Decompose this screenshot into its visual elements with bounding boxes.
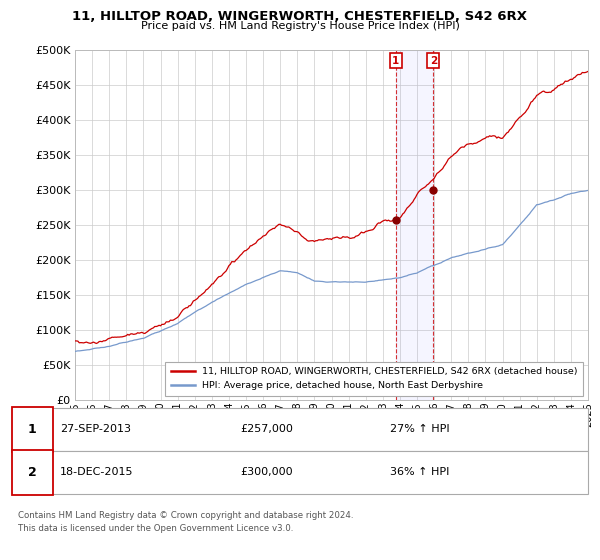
Text: Price paid vs. HM Land Registry's House Price Index (HPI): Price paid vs. HM Land Registry's House … [140, 21, 460, 31]
Text: 36% ↑ HPI: 36% ↑ HPI [390, 468, 449, 477]
Text: 27-SEP-2013: 27-SEP-2013 [60, 424, 131, 434]
Text: 2: 2 [430, 55, 437, 66]
Text: £257,000: £257,000 [240, 424, 293, 434]
Text: 2: 2 [28, 466, 37, 479]
Legend: 11, HILLTOP ROAD, WINGERWORTH, CHESTERFIELD, S42 6RX (detached house), HPI: Aver: 11, HILLTOP ROAD, WINGERWORTH, CHESTERFI… [165, 362, 583, 396]
Text: £300,000: £300,000 [240, 468, 293, 477]
Text: 18-DEC-2015: 18-DEC-2015 [60, 468, 133, 477]
Text: 1: 1 [392, 55, 399, 66]
Text: 1: 1 [28, 423, 37, 436]
Bar [395, 50, 433, 400]
Text: This data is licensed under the Open Government Licence v3.0.: This data is licensed under the Open Gov… [18, 524, 293, 533]
Text: 27% ↑ HPI: 27% ↑ HPI [390, 424, 449, 434]
Text: 11, HILLTOP ROAD, WINGERWORTH, CHESTERFIELD, S42 6RX: 11, HILLTOP ROAD, WINGERWORTH, CHESTERFI… [73, 10, 527, 23]
Text: Contains HM Land Registry data © Crown copyright and database right 2024.: Contains HM Land Registry data © Crown c… [18, 511, 353, 520]
